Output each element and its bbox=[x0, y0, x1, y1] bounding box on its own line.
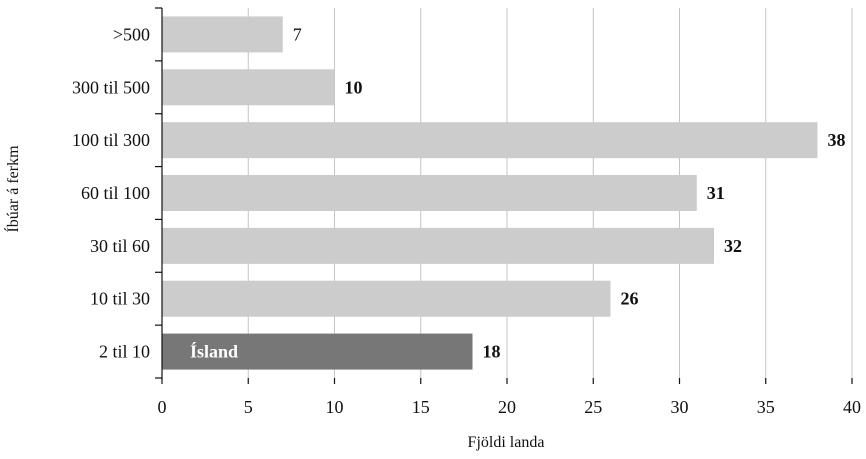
value-label: 10 bbox=[345, 77, 363, 97]
value-label: 18 bbox=[483, 342, 501, 362]
x-tick-label: 5 bbox=[244, 397, 253, 417]
category-label: 100 til 300 bbox=[72, 130, 150, 150]
x-axis-title: Fjöldi landa bbox=[468, 434, 545, 451]
x-tick-label: 20 bbox=[498, 397, 516, 417]
x-tick-label: 35 bbox=[757, 397, 775, 417]
category-label: 30 til 60 bbox=[90, 236, 150, 256]
highlight-label: Ísland bbox=[190, 341, 238, 362]
bar bbox=[162, 227, 714, 264]
value-label: 31 bbox=[707, 183, 725, 203]
category-label: 300 til 500 bbox=[72, 77, 150, 97]
y-axis-title: Íbúar á ferkm bbox=[3, 145, 22, 233]
bar bbox=[162, 333, 473, 370]
axes bbox=[155, 7, 853, 384]
bars bbox=[162, 16, 818, 370]
bar bbox=[162, 175, 697, 211]
bar bbox=[162, 69, 335, 106]
value-label: 32 bbox=[724, 236, 742, 256]
category-label: 2 til 10 bbox=[99, 342, 150, 362]
bar bbox=[162, 280, 611, 317]
category-label: 10 til 30 bbox=[90, 289, 150, 309]
labels: 0 5 10 15 20 25 30 35 40 >500 7 300 til 500 10 100 ti… bbox=[72, 24, 861, 417]
value-label: 26 bbox=[621, 289, 639, 309]
bar bbox=[162, 16, 283, 53]
category-label: 60 til 100 bbox=[81, 183, 150, 203]
x-tick-label: 15 bbox=[412, 397, 430, 417]
x-tick-label: 30 bbox=[671, 397, 689, 417]
value-label: 38 bbox=[828, 130, 846, 150]
x-tick-label: 25 bbox=[584, 397, 602, 417]
x-tick-label: 10 bbox=[326, 397, 344, 417]
x-tick-label: 0 bbox=[158, 397, 167, 417]
bar bbox=[162, 122, 818, 159]
category-label: >500 bbox=[113, 24, 150, 44]
x-tick-label: 40 bbox=[843, 397, 861, 417]
value-label: 7 bbox=[293, 24, 302, 44]
